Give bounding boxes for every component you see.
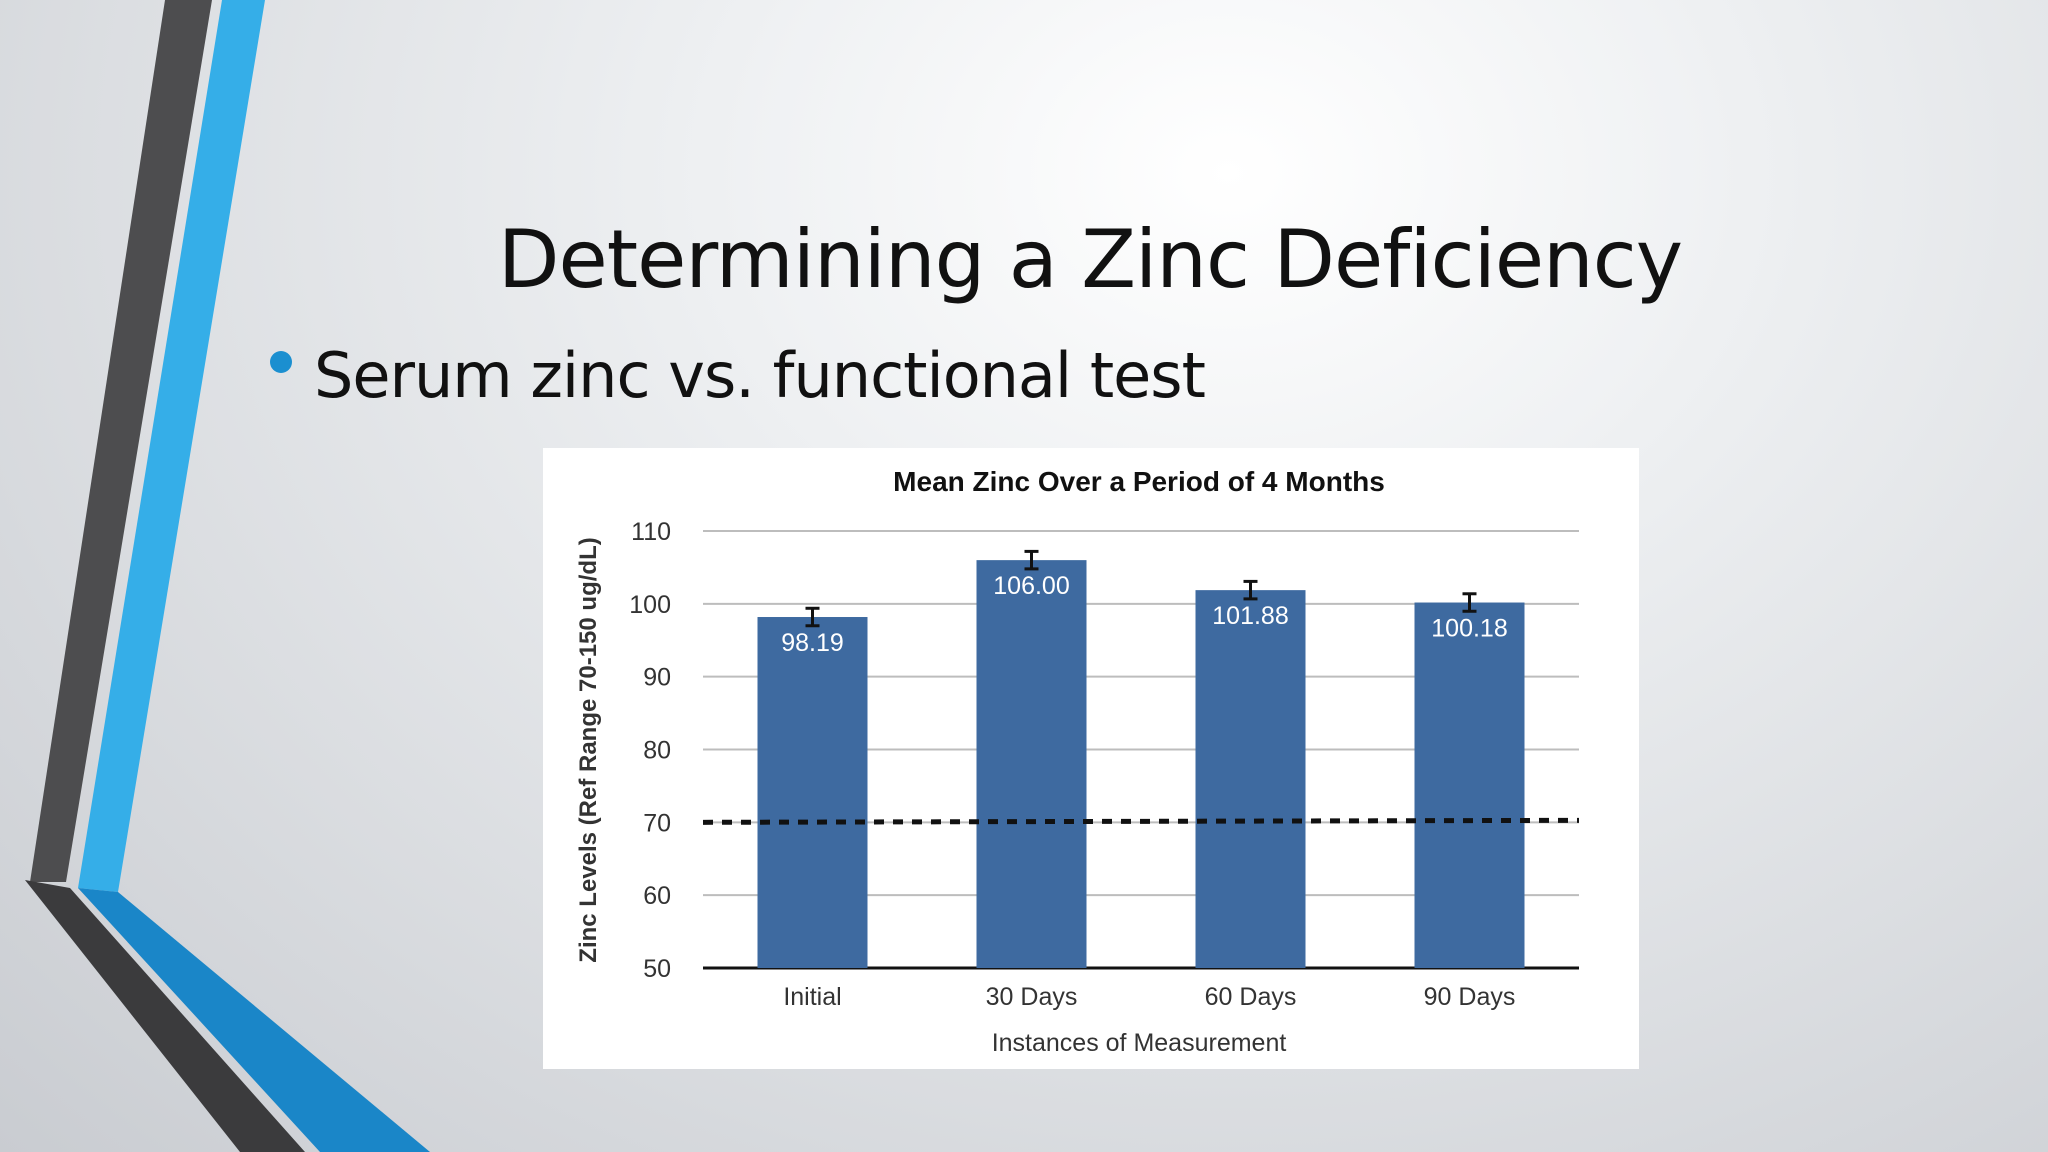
x-tick-label: Initial [783, 983, 841, 1011]
axis-ticks: 50 60 70 80 90 100 110 Initial 30 Days 60 Days 90 … [629, 518, 1515, 1011]
bullet-dot-icon [270, 351, 292, 373]
bar [976, 560, 1087, 968]
x-tick-label: 60 Days [1205, 983, 1297, 1011]
error-bar [805, 606, 820, 628]
y-tick-label: 110 [631, 518, 671, 546]
data-label: 106.00 [993, 572, 1069, 600]
y-tick-label: 90 [643, 664, 671, 692]
chart-container: Mean Zinc Over a Period of 4 Months 98.1… [543, 448, 1639, 1069]
data-label: 100.18 [1431, 615, 1507, 643]
chart-title: Mean Zinc Over a Period of 4 Months [893, 466, 1385, 497]
bullet-text: Serum zinc vs. functional test [314, 339, 1206, 412]
decor-blue-stripe [78, 0, 265, 892]
bar [757, 617, 868, 968]
x-tick-label: 90 Days [1424, 983, 1516, 1011]
data-label: 98.19 [781, 629, 844, 657]
slide-title: Determining a Zinc Deficiency [497, 213, 1683, 306]
error-bar [1462, 592, 1477, 613]
decor-dark-diagonal [25, 880, 305, 1152]
reference-dashed-line [702, 817, 1580, 825]
data-label: 101.88 [1212, 602, 1288, 630]
y-tick-label: 100 [629, 591, 671, 619]
y-tick-label: 80 [643, 737, 671, 765]
bar [1195, 590, 1306, 968]
y-tick-label: 50 [643, 955, 671, 983]
bullet-item: Serum zinc vs. functional test [270, 339, 1206, 412]
reference-line [702, 817, 1580, 825]
y-tick-label: 70 [643, 809, 671, 837]
x-tick-label: 30 Days [986, 983, 1078, 1011]
bar [1414, 602, 1525, 968]
decor-blue-diagonal [78, 888, 430, 1152]
y-tick-label: 60 [643, 882, 671, 910]
bar-chart: Mean Zinc Over a Period of 4 Months 98.1… [575, 466, 1580, 1057]
y-axis-label: Zinc Levels (Ref Range 70-150 ug/dL) [575, 537, 602, 962]
bars: 98.19 106.00 101.88 100.18 [757, 549, 1525, 968]
error-bar [1024, 549, 1039, 571]
error-bar [1243, 579, 1258, 601]
decor-dark-stripe [30, 0, 212, 882]
x-axis-label: Instances of Measurement [992, 1029, 1287, 1057]
